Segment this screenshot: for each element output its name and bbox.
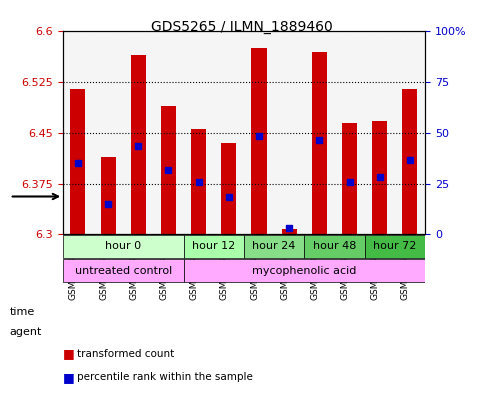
Text: GDS5265 / ILMN_1889460: GDS5265 / ILMN_1889460 bbox=[151, 20, 332, 34]
Bar bbox=[402, 89, 417, 234]
Text: hour 72: hour 72 bbox=[373, 241, 416, 252]
Bar bbox=[312, 52, 327, 234]
Bar bbox=[372, 121, 387, 234]
Text: ■: ■ bbox=[63, 371, 74, 384]
FancyBboxPatch shape bbox=[184, 259, 425, 283]
Text: mycophenolic acid: mycophenolic acid bbox=[252, 266, 356, 276]
Bar bbox=[252, 48, 267, 234]
Text: hour 48: hour 48 bbox=[313, 241, 356, 252]
Text: time: time bbox=[10, 307, 35, 318]
Bar bbox=[100, 156, 115, 234]
FancyBboxPatch shape bbox=[244, 235, 304, 258]
Text: percentile rank within the sample: percentile rank within the sample bbox=[77, 372, 253, 382]
Bar bbox=[342, 123, 357, 234]
Text: transformed count: transformed count bbox=[77, 349, 174, 359]
Text: hour 0: hour 0 bbox=[105, 241, 141, 252]
Bar bbox=[161, 106, 176, 234]
Text: hour 24: hour 24 bbox=[253, 241, 296, 252]
Text: untreated control: untreated control bbox=[74, 266, 172, 276]
Text: ■: ■ bbox=[63, 347, 74, 360]
FancyBboxPatch shape bbox=[184, 235, 244, 258]
FancyBboxPatch shape bbox=[63, 259, 184, 283]
Bar bbox=[71, 89, 85, 234]
FancyBboxPatch shape bbox=[365, 235, 425, 258]
Bar bbox=[282, 229, 297, 234]
FancyBboxPatch shape bbox=[63, 235, 184, 258]
FancyBboxPatch shape bbox=[304, 235, 365, 258]
Bar bbox=[221, 143, 236, 234]
Text: agent: agent bbox=[10, 327, 42, 337]
Text: hour 12: hour 12 bbox=[192, 241, 235, 252]
Bar bbox=[131, 55, 146, 234]
Bar bbox=[191, 129, 206, 234]
